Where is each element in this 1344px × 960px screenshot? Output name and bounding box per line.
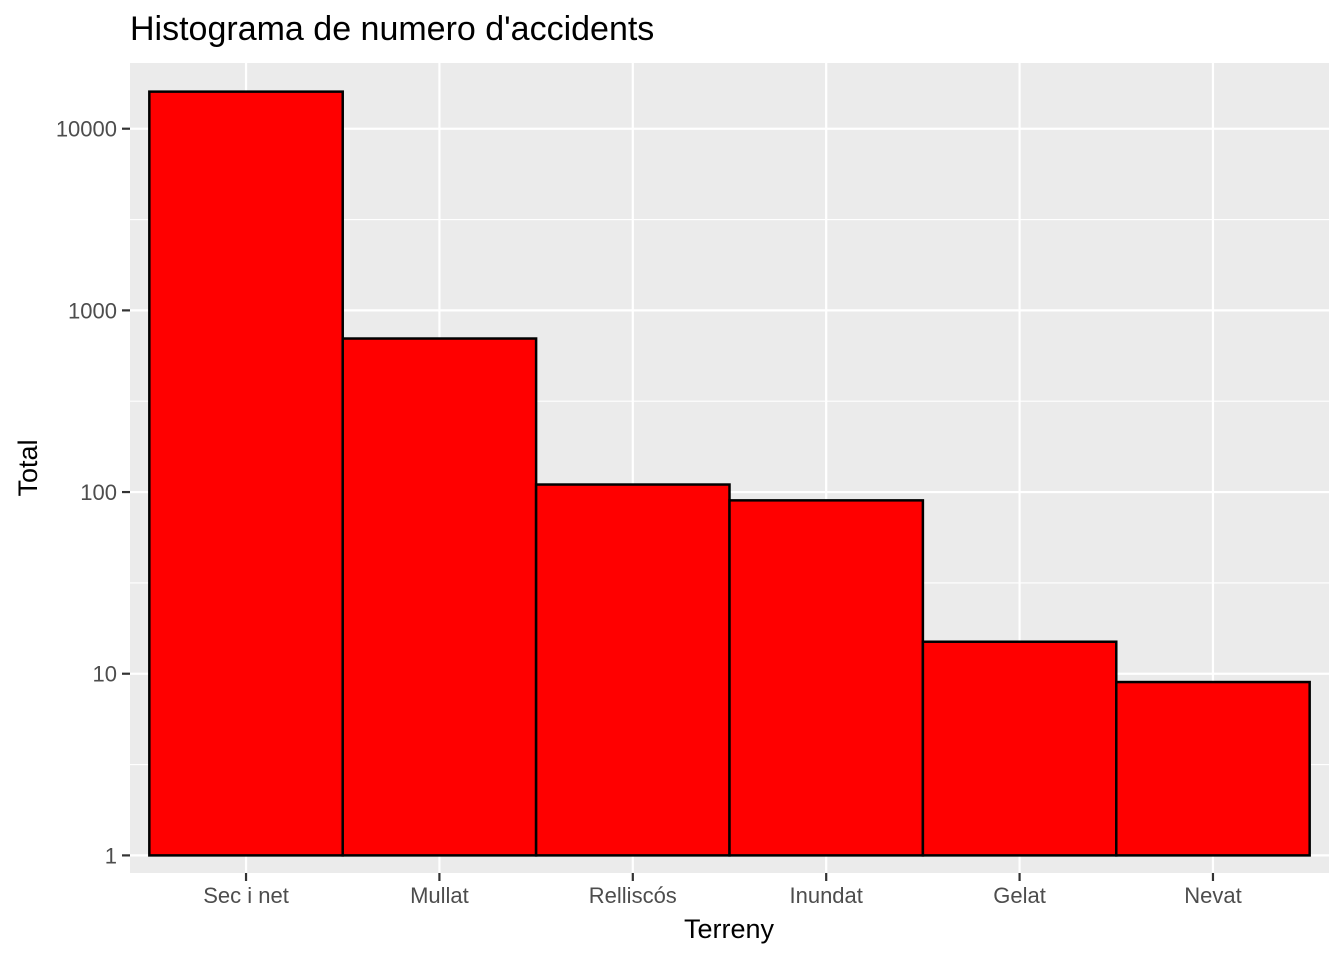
y-tick-label: 1 [105, 843, 117, 868]
x-axis-title: Terreny [684, 914, 775, 944]
bar-5 [1115, 680, 1311, 857]
x-tick-label: Mullat [410, 883, 469, 908]
bar-4 [921, 640, 1118, 857]
bar-3 [728, 499, 925, 857]
y-tick-label: 10000 [56, 117, 117, 142]
y-axis: 1 10 100 1000 10000 [56, 117, 130, 868]
bars [148, 90, 1311, 857]
bar-1 [341, 337, 538, 857]
y-tick-label: 100 [80, 480, 117, 505]
bar-0 [148, 90, 344, 857]
x-tick-label: Relliscós [589, 883, 677, 908]
y-tick-label: 10 [93, 662, 117, 687]
y-axis-title: Total [13, 439, 43, 496]
x-axis: Sec i net Mullat Relliscós Inundat Gelat Neva… [203, 873, 1242, 908]
x-tick-label: Gelat [993, 883, 1046, 908]
bar-2 [534, 483, 731, 857]
y-tick-label: 1000 [68, 298, 117, 323]
x-tick-label: Sec i net [203, 883, 289, 908]
x-tick-label: Nevat [1184, 883, 1241, 908]
chart-title: Histograma de numero d'accidents [130, 10, 654, 48]
x-tick-label: Inundat [789, 883, 862, 908]
